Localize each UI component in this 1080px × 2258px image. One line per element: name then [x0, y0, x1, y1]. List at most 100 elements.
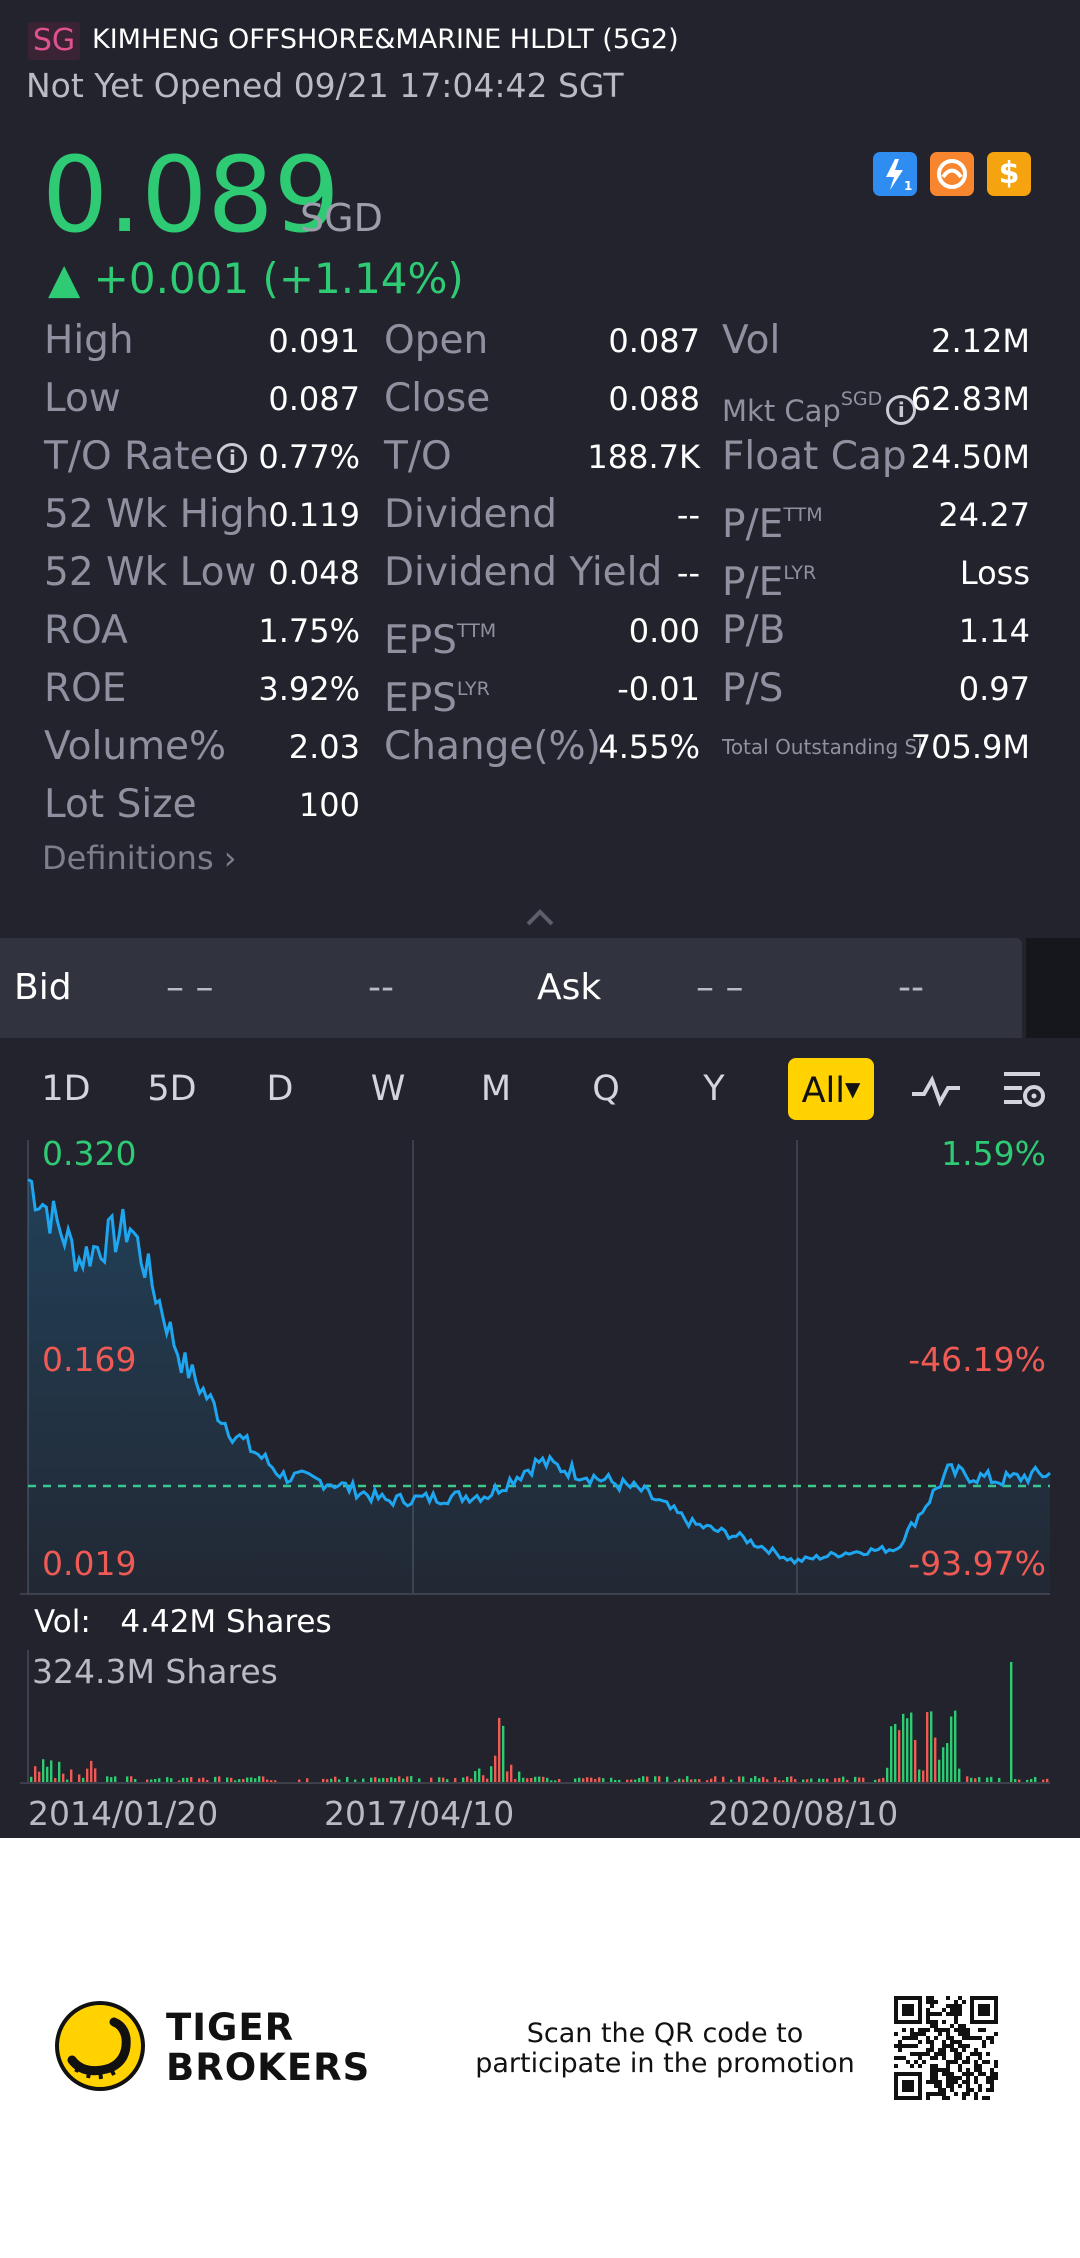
volume-bar [802, 1779, 805, 1782]
qr-module [950, 2076, 954, 2080]
qr-module [954, 2012, 958, 2016]
qr-module [930, 2072, 934, 2076]
volume-bar [754, 1776, 757, 1782]
tab-w[interactable]: W [370, 1069, 406, 1109]
qr-module [906, 2036, 910, 2040]
qr-module [954, 2080, 958, 2084]
qr-module [930, 2068, 934, 2072]
swirl-icon[interactable] [930, 152, 974, 196]
volume-bar [154, 1779, 157, 1782]
volume-bar [246, 1777, 249, 1782]
qr-module [978, 2084, 982, 2088]
qr-module [958, 2040, 962, 2044]
qr-module [930, 2080, 934, 2084]
qr-module [954, 2076, 958, 2080]
volume-bar [274, 1780, 277, 1782]
chevron-up-icon[interactable] [524, 906, 556, 928]
qr-module [950, 2012, 954, 2016]
tab-5d[interactable]: 5D [147, 1069, 197, 1109]
volume-bar [90, 1760, 93, 1782]
volume-bar [838, 1777, 841, 1782]
volume-bar [198, 1778, 201, 1782]
volume-bar [262, 1776, 265, 1782]
qr-module [946, 2060, 950, 2064]
qr-module [926, 2080, 930, 2084]
qr-module [946, 2072, 950, 2076]
qr-module [918, 2064, 922, 2068]
stat-dividend-yield-value: -- [676, 554, 700, 592]
stat-52wk-low-value: 0.048 [268, 554, 360, 592]
volume-bar [510, 1764, 513, 1782]
stat-high-value: 0.091 [268, 322, 360, 360]
volume-bar [34, 1766, 37, 1782]
qr-module [966, 2036, 970, 2040]
bid-label: Bid [14, 967, 72, 1008]
tab-d[interactable]: D [266, 1069, 294, 1109]
qr-module [950, 2080, 954, 2084]
tab-all[interactable]: All▼ [788, 1058, 874, 1120]
qr-module [934, 2028, 938, 2032]
qr-module [942, 2056, 946, 2060]
volume-bar [150, 1779, 153, 1782]
volume-bar [230, 1777, 233, 1782]
tab-y[interactable]: Y [703, 1069, 725, 1109]
qr-module [974, 2060, 978, 2064]
qr-module [982, 2044, 986, 2048]
qr-module [930, 2092, 934, 2096]
info-icon[interactable]: i [217, 443, 248, 473]
volume-bar [826, 1778, 829, 1782]
stat-volume-pct-value: 2.03 [288, 728, 360, 766]
tab-q[interactable]: Q [592, 1069, 620, 1109]
volume-bar [698, 1779, 701, 1782]
volume-bar [514, 1778, 517, 1782]
volume-bar [590, 1777, 593, 1782]
stat-pe-lyr-value: Loss [959, 554, 1030, 592]
volume-bar [778, 1780, 781, 1782]
definitions-link[interactable]: Definitions › [42, 839, 237, 877]
tab-m[interactable]: M [480, 1069, 512, 1109]
tab-1d[interactable]: 1D [41, 1069, 91, 1109]
qr-module [942, 2068, 946, 2072]
lightning-icon[interactable]: 1 [873, 152, 917, 196]
qr-module [954, 2056, 958, 2060]
qr-module [962, 2060, 966, 2064]
indicator-icon[interactable] [910, 1072, 962, 1108]
volume-bar [546, 1777, 549, 1782]
qr-module [974, 2064, 978, 2068]
qr-module [966, 2072, 970, 2076]
qr-finder [978, 2004, 990, 2016]
y-axis-bottom-label: 0.019 [42, 1544, 137, 1583]
qr-module [930, 2048, 934, 2052]
volume-bar [418, 1778, 421, 1782]
volume-bar [710, 1778, 713, 1782]
volume-bar [214, 1776, 217, 1782]
volume-bar [106, 1776, 109, 1782]
qr-module [930, 2064, 934, 2068]
volume-bar [86, 1768, 89, 1782]
dollar-icon[interactable]: $ [987, 152, 1031, 196]
volume-bar [178, 1780, 181, 1782]
qr-module [926, 2028, 930, 2032]
chart-settings-icon[interactable] [1000, 1068, 1048, 1112]
qr-module [994, 2064, 998, 2068]
qr-module [962, 2080, 966, 2084]
info-icon[interactable]: i [886, 395, 917, 425]
qr-module [938, 2092, 942, 2096]
qr-module [894, 2064, 898, 2068]
stat-52wk-high-value: 0.119 [268, 496, 360, 534]
qr-module [910, 2064, 914, 2068]
x-axis-date-3: 2020/08/10 [708, 1794, 899, 1833]
volume-bar [170, 1778, 173, 1782]
qr-module [918, 2032, 922, 2036]
volume-bar [822, 1778, 825, 1782]
qr-module [942, 2040, 946, 2044]
stat-to-label: T/O [384, 434, 452, 479]
qr-module [970, 2036, 974, 2040]
price-chart[interactable] [0, 1138, 1080, 1598]
qr-module [978, 2028, 982, 2032]
qr-module [986, 2076, 990, 2080]
volume-bar [438, 1777, 441, 1782]
promo-note-line-2: participate in the promotion [475, 2048, 855, 2079]
price-line [27, 1178, 1051, 1566]
qr-module [942, 2028, 946, 2032]
